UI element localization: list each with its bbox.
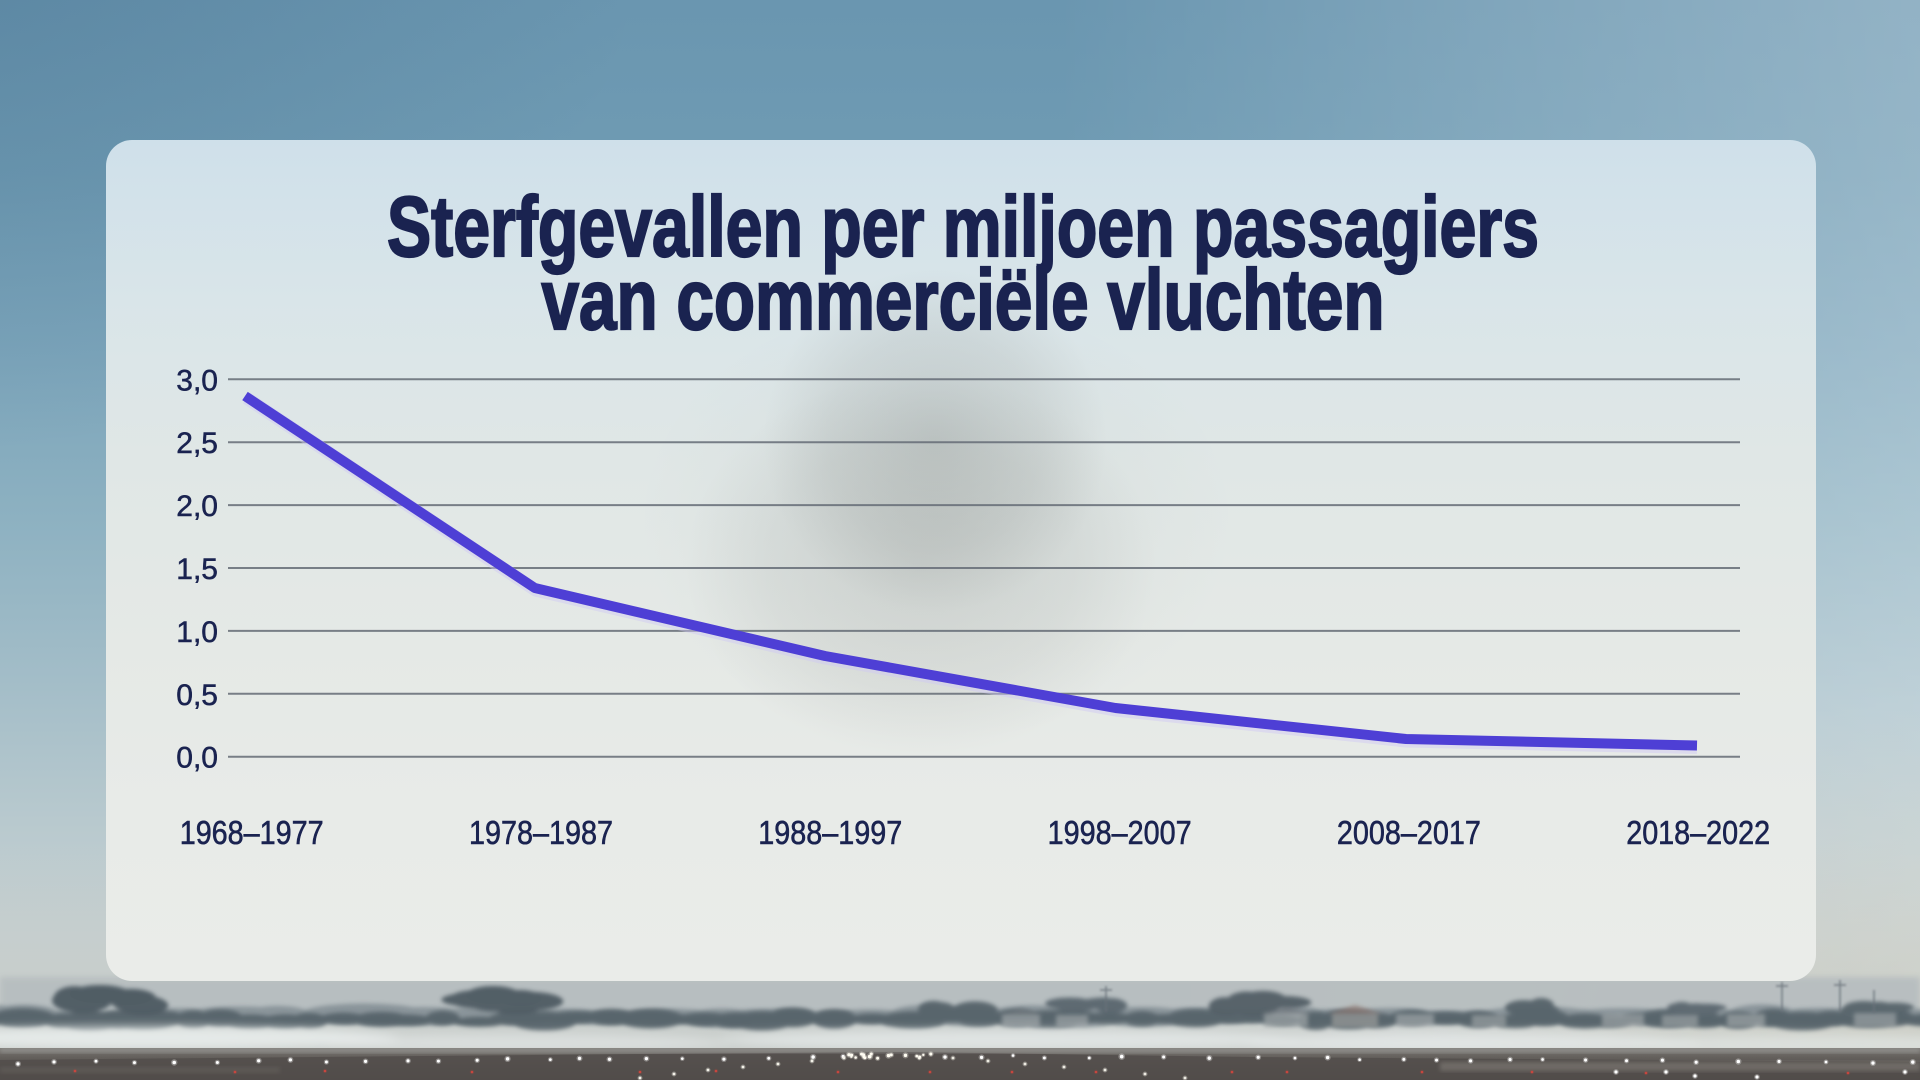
svg-text:van commerciële vluchten: van commerciële vluchten: [542, 253, 1385, 348]
svg-text:3,0: 3,0: [176, 364, 218, 397]
svg-text:1988–1997: 1988–1997: [758, 814, 902, 851]
svg-text:1978–1987: 1978–1987: [469, 814, 613, 851]
svg-text:1,5: 1,5: [176, 553, 218, 586]
svg-text:2008–2017: 2008–2017: [1337, 814, 1481, 851]
svg-text:2,0: 2,0: [176, 490, 218, 523]
svg-text:1,0: 1,0: [176, 616, 218, 649]
svg-text:2018–2022: 2018–2022: [1626, 814, 1770, 851]
svg-text:0,5: 0,5: [176, 679, 218, 712]
svg-text:1968–1977: 1968–1977: [180, 814, 324, 851]
svg-text:Sterfgevallen per miljoen pass: Sterfgevallen per miljoen passagiers: [387, 180, 1539, 275]
svg-text:0,0: 0,0: [176, 742, 218, 775]
svg-text:2,5: 2,5: [176, 427, 218, 460]
svg-text:1998–2007: 1998–2007: [1048, 814, 1192, 851]
